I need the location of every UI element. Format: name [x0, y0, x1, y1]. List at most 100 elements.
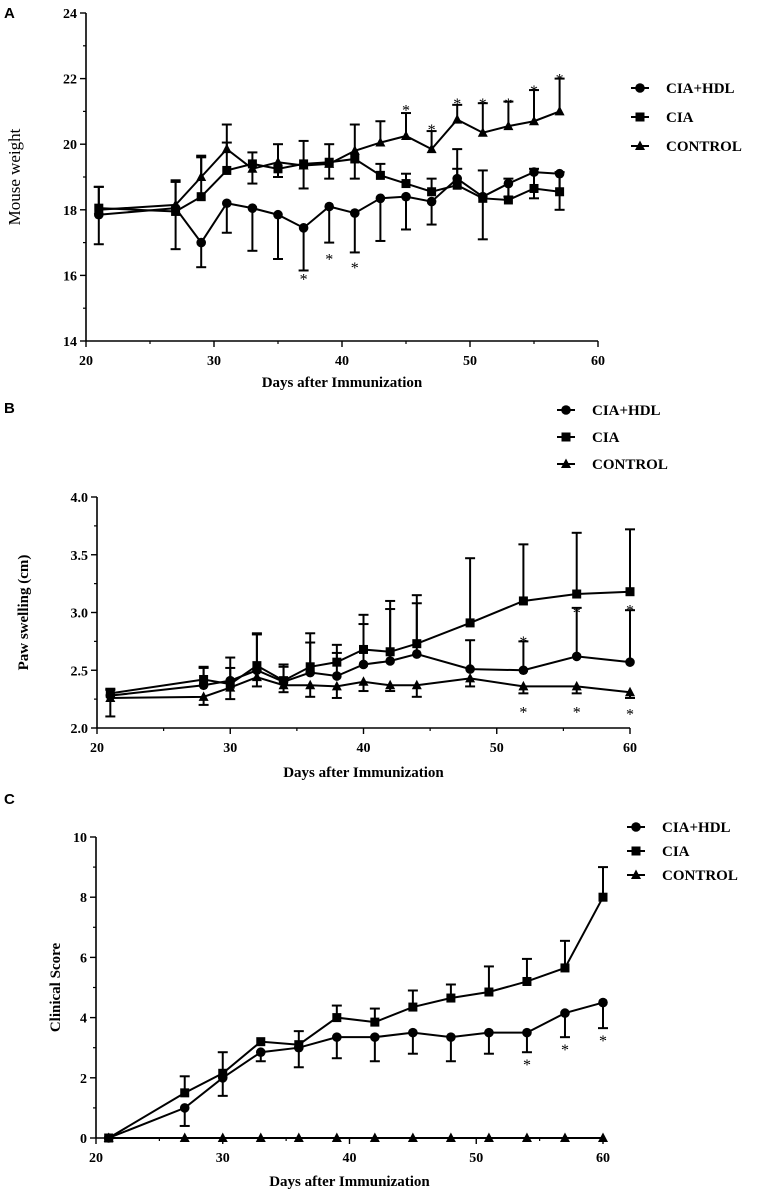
data-point: [522, 976, 532, 986]
legend-marker: [635, 112, 645, 122]
data-point: [255, 1132, 266, 1142]
data-point: [598, 1132, 608, 1142]
data-point: [225, 682, 236, 692]
y-tick-label: 24: [63, 7, 77, 22]
data-point: [370, 1017, 380, 1027]
data-point: [426, 143, 437, 154]
x-tick-label: 20: [79, 354, 93, 369]
data-point: [375, 170, 385, 180]
significance-star: *: [453, 96, 461, 113]
data-point: [199, 674, 209, 684]
data-point: [401, 179, 411, 189]
y-axis-label: Mouse weight: [5, 128, 24, 225]
data-point: [518, 665, 529, 676]
legend-label: CONTROL: [666, 139, 742, 155]
data-point: [196, 237, 206, 248]
data-point: [484, 987, 494, 997]
data-point: [478, 193, 488, 203]
data-point: [625, 657, 635, 667]
data-point: [171, 206, 181, 216]
x-tick-label: 60: [596, 1151, 610, 1166]
series-control: [105, 671, 635, 718]
data-point: [222, 165, 232, 175]
data-point: [324, 201, 335, 212]
significance-star: *: [626, 707, 634, 724]
legend-label: CIA+HDL: [592, 403, 661, 419]
significance-star: *: [519, 634, 527, 651]
data-point: [180, 1088, 190, 1098]
data-point: [196, 171, 207, 181]
significance-star: *: [626, 603, 634, 620]
data-point: [332, 671, 342, 681]
legend-label: CONTROL: [592, 457, 668, 473]
data-point: [598, 997, 608, 1008]
y-tick-label: 20: [63, 138, 77, 153]
y-tick-label: 3.5: [71, 549, 89, 564]
data-point: [251, 671, 262, 682]
data-point: [273, 156, 283, 167]
legend-label: CONTROL: [662, 868, 738, 884]
data-point: [411, 679, 422, 690]
data-point: [198, 691, 209, 701]
y-tick-label: 2.0: [71, 722, 89, 737]
x-tick-label: 30: [216, 1151, 230, 1166]
data-point: [571, 651, 582, 662]
data-point: [93, 204, 104, 214]
x-tick-label: 40: [343, 1151, 357, 1166]
data-point: [446, 1032, 456, 1042]
panel-label: C: [4, 791, 15, 808]
y-axis-label: Paw swelling (cm): [16, 555, 32, 671]
series-line: [110, 590, 631, 695]
data-point: [298, 223, 309, 233]
panel-label: A: [4, 5, 15, 22]
significance-star: *: [556, 71, 564, 88]
legend-marker: [631, 869, 641, 879]
x-tick-label: 40: [335, 354, 349, 369]
data-point: [294, 1040, 304, 1050]
data-point: [385, 679, 396, 690]
data-point: [445, 1132, 456, 1142]
data-point: [521, 1132, 532, 1142]
data-point: [560, 963, 570, 973]
x-tick-label: 20: [89, 1151, 103, 1166]
data-point: [247, 203, 258, 213]
data-point: [477, 127, 488, 137]
legend-label: CIA: [662, 844, 690, 860]
data-point: [559, 1132, 570, 1142]
data-point: [217, 1132, 228, 1142]
data-point: [560, 1008, 570, 1018]
significance-star: *: [402, 102, 410, 119]
y-tick-label: 22: [63, 73, 77, 88]
legend-marker: [631, 822, 641, 832]
data-point: [332, 1032, 342, 1042]
x-tick-label: 30: [223, 741, 237, 756]
data-point: [255, 1047, 266, 1058]
significance-star: *: [325, 252, 333, 269]
chart-panel-c: C 0 2 4 6 8 10 20 30 40 50 60 Days after Immunizatio…: [4, 791, 738, 1190]
significance-star: *: [523, 1057, 531, 1074]
legend-label: CIA+HDL: [666, 81, 735, 97]
data-point: [465, 672, 476, 683]
y-tick-label: 4: [80, 1012, 87, 1027]
legend-marker: [561, 458, 571, 468]
data-point: [572, 589, 582, 599]
data-point: [518, 680, 529, 691]
legend: CIA+HDL CIA CONTROL: [557, 403, 668, 473]
data-point: [598, 892, 608, 902]
series-line: [110, 676, 631, 699]
data-point: [401, 130, 411, 140]
y-tick-label: 10: [73, 831, 87, 846]
data-point: [293, 1132, 304, 1142]
legend-label: CIA: [666, 110, 694, 126]
significance-star: *: [530, 83, 538, 100]
data-point: [179, 1132, 190, 1142]
data-point: [273, 209, 283, 220]
y-axis-label: Clinical Score: [48, 943, 64, 1033]
data-point: [369, 1132, 380, 1142]
x-tick-label: 50: [490, 741, 504, 756]
data-point: [503, 195, 513, 205]
legend-marker: [561, 405, 571, 415]
data-point: [349, 145, 360, 155]
y-tick-label: 16: [63, 269, 77, 284]
